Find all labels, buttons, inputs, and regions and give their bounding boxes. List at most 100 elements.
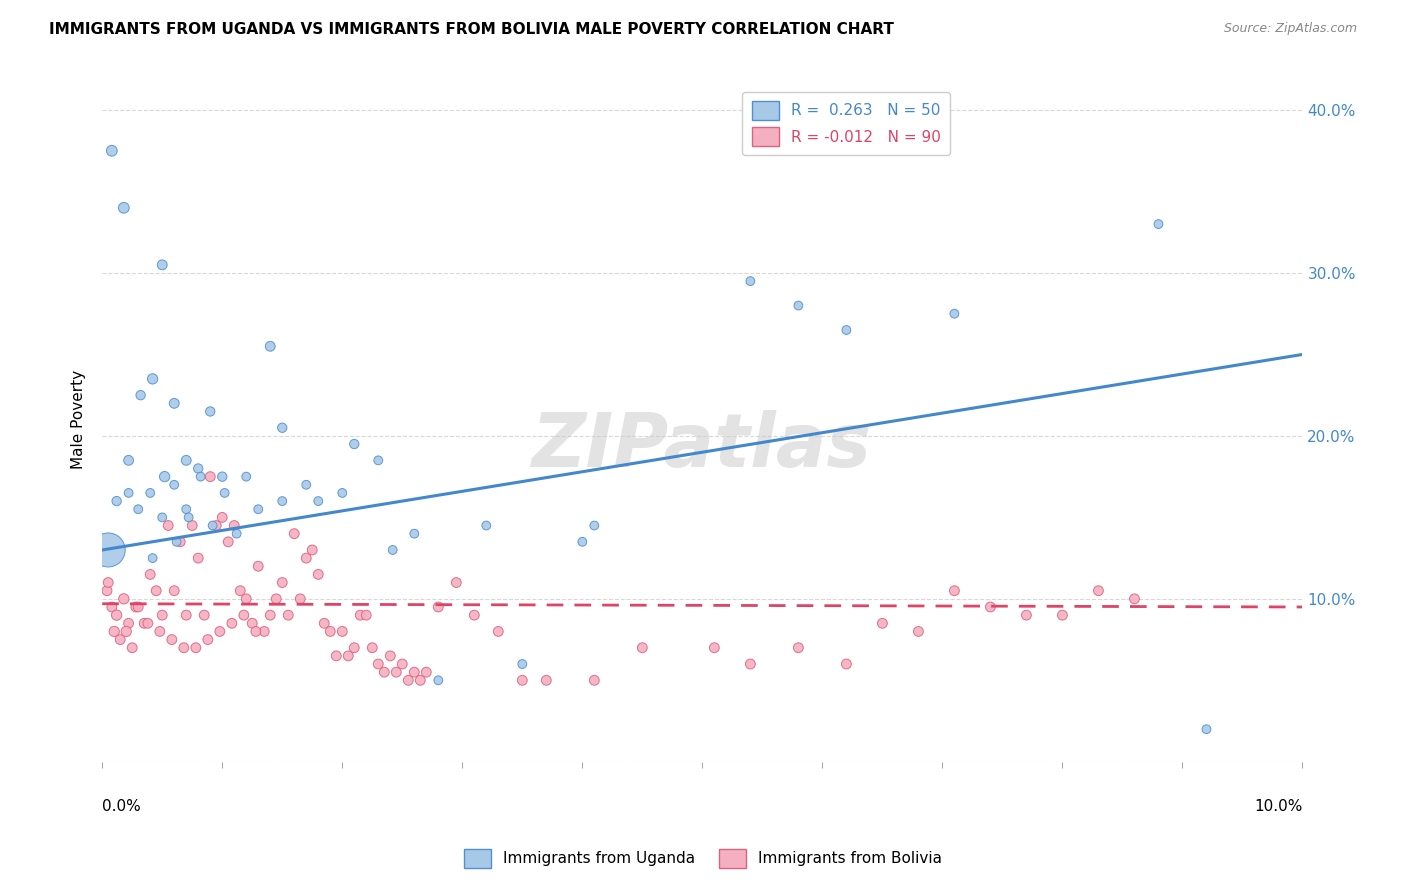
Point (943, 583, 966, 598)
Point (264, 591, 287, 606)
Point (271, 421, 294, 435)
Point (169, 534, 191, 549)
Point (427, 599, 450, 614)
Point (163, 396, 186, 410)
Point (112, 591, 135, 606)
Point (217, 534, 239, 549)
Point (367, 657, 389, 671)
Point (177, 510, 200, 524)
Point (486, 624, 509, 639)
Point (184, 640, 207, 655)
Point (583, 673, 606, 688)
Point (139, 486, 162, 500)
Point (1123, 591, 1146, 606)
Point (1087, 583, 1109, 598)
Point (103, 624, 125, 639)
Text: 0.0%: 0.0% (103, 799, 141, 814)
Point (325, 648, 347, 663)
Point (1015, 608, 1038, 623)
Point (510, 657, 533, 671)
Point (319, 624, 342, 639)
Point (247, 559, 270, 574)
Point (157, 518, 180, 533)
Point (367, 453, 389, 467)
Point (979, 599, 1001, 614)
Point (187, 551, 209, 566)
Point (221, 616, 243, 631)
Point (356, 608, 378, 623)
Legend: Immigrants from Uganda, Immigrants from Bolivia: Immigrants from Uganda, Immigrants from … (457, 843, 949, 873)
Point (343, 437, 366, 451)
Point (181, 518, 204, 533)
Point (380, 648, 402, 663)
Point (907, 624, 929, 639)
Point (117, 453, 139, 467)
Point (139, 567, 162, 582)
Point (307, 567, 329, 582)
Point (112, 201, 135, 215)
Point (190, 469, 212, 483)
Point (127, 599, 149, 614)
Point (101, 599, 124, 614)
Text: ZIPatlas: ZIPatlas (533, 410, 872, 483)
Point (136, 616, 159, 631)
Point (121, 640, 143, 655)
Point (475, 518, 498, 533)
Point (205, 518, 228, 533)
Point (391, 657, 413, 671)
Point (211, 510, 233, 524)
Point (211, 469, 233, 483)
Point (409, 673, 432, 688)
Point (1147, 217, 1170, 231)
Point (174, 453, 197, 467)
Point (200, 404, 222, 418)
Point (134, 616, 156, 631)
Point (174, 502, 197, 516)
Point (510, 673, 533, 688)
Point (225, 526, 247, 541)
Point (835, 657, 858, 671)
Point (150, 258, 173, 272)
Point (200, 469, 222, 483)
Point (247, 502, 270, 516)
Point (415, 665, 437, 680)
Point (224, 518, 246, 533)
Point (160, 632, 183, 647)
Point (404, 526, 426, 541)
Point (214, 486, 236, 500)
Point (110, 632, 132, 647)
Point (277, 608, 299, 623)
Point (117, 616, 139, 631)
Point (127, 502, 149, 516)
Point (283, 526, 305, 541)
Point (314, 616, 336, 631)
Point (631, 640, 654, 655)
Point (259, 339, 281, 353)
Point (330, 624, 353, 639)
Point (1195, 722, 1218, 736)
Point (145, 583, 167, 598)
Point (235, 591, 257, 606)
Point (235, 469, 257, 483)
Point (271, 575, 294, 590)
Point (381, 543, 404, 558)
Point (187, 461, 209, 475)
Point (295, 477, 318, 491)
Point (197, 632, 219, 647)
Point (307, 494, 329, 508)
Text: 10.0%: 10.0% (1254, 799, 1302, 814)
Point (330, 486, 353, 500)
Point (105, 494, 128, 508)
Point (125, 599, 148, 614)
Point (105, 608, 128, 623)
Point (150, 608, 173, 623)
Point (259, 608, 281, 623)
Point (943, 307, 966, 321)
Legend: R =  0.263   N = 50, R = -0.012   N = 90: R = 0.263 N = 50, R = -0.012 N = 90 (742, 92, 950, 155)
Point (150, 510, 173, 524)
Point (271, 494, 294, 508)
Point (295, 551, 318, 566)
Point (163, 477, 186, 491)
Y-axis label: Male Poverty: Male Poverty (72, 370, 86, 469)
Point (173, 640, 195, 655)
